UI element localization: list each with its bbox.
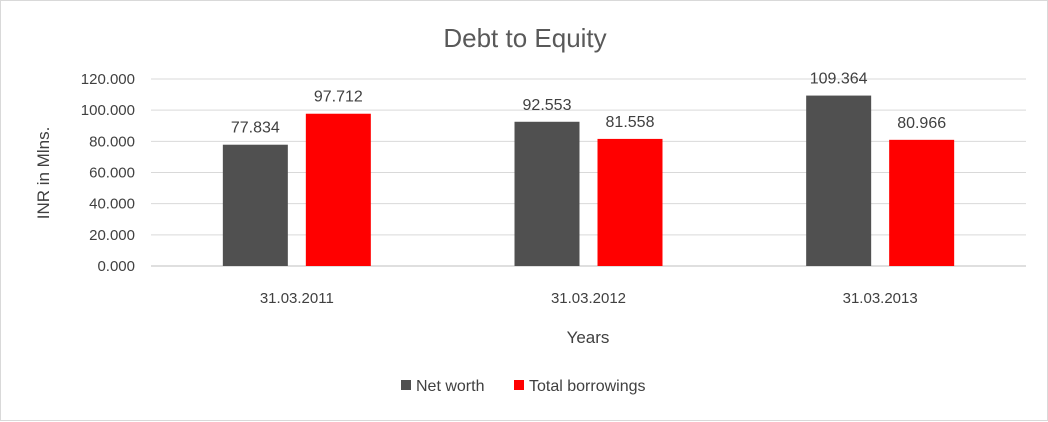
bar bbox=[305, 113, 371, 266]
legend-label: Net worth bbox=[416, 378, 484, 395]
bar bbox=[597, 138, 663, 266]
x-axis-ticks: 31.03.2011 31.03.2012 31.03.2013 bbox=[260, 290, 918, 307]
bars bbox=[222, 95, 955, 266]
x-tick-label: 31.03.2013 bbox=[843, 290, 918, 307]
x-tick-label: 31.03.2012 bbox=[551, 290, 626, 307]
x-tick-label: 31.03.2011 bbox=[260, 290, 334, 307]
y-tick-label: 20.000 bbox=[89, 227, 135, 244]
y-tick-label: 100.000 bbox=[81, 102, 135, 119]
bar bbox=[222, 144, 288, 266]
bar bbox=[806, 95, 872, 266]
legend-label: Total borrowings bbox=[529, 378, 646, 395]
chart-title: Debt to Equity bbox=[443, 23, 606, 53]
y-tick-label: 80.000 bbox=[89, 133, 135, 150]
y-axis-title: INR in Mlns. bbox=[34, 127, 53, 220]
gridlines bbox=[151, 78, 1026, 267]
data-label: 109.364 bbox=[810, 71, 868, 88]
y-tick-label: 60.000 bbox=[89, 165, 135, 182]
legend: Net worth Total borrowings bbox=[401, 378, 646, 395]
data-labels: 77.834 97.712 92.553 81.558 109.364 80.966 bbox=[231, 71, 946, 137]
data-label: 80.966 bbox=[897, 115, 946, 132]
data-label: 97.712 bbox=[314, 89, 363, 106]
data-label: 81.558 bbox=[606, 114, 655, 131]
legend-swatch bbox=[401, 380, 411, 390]
y-tick-label: 120.000 bbox=[81, 71, 135, 88]
bar bbox=[889, 139, 955, 266]
y-tick-label: 40.000 bbox=[89, 196, 135, 213]
legend-swatch bbox=[514, 380, 524, 390]
data-label: 77.834 bbox=[231, 120, 280, 137]
bar bbox=[514, 121, 580, 266]
data-label: 92.553 bbox=[523, 97, 572, 114]
x-axis-title: Years bbox=[567, 328, 610, 347]
y-tick-label: 0.000 bbox=[97, 258, 135, 275]
y-axis-ticks: 0.000 20.000 40.000 60.000 80.000 100.000 120.… bbox=[81, 71, 135, 275]
